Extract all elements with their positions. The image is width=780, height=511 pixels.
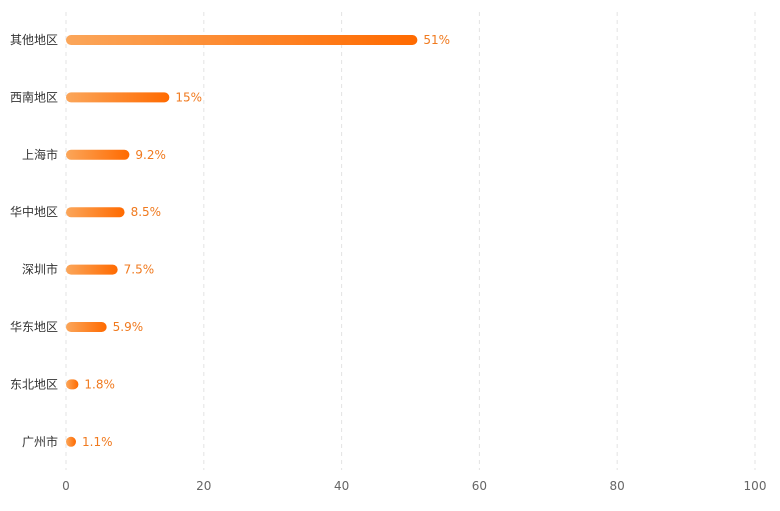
category-label: 其他地区 [10, 33, 58, 47]
bar[interactable] [66, 264, 118, 275]
category-label: 东北地区 [10, 377, 58, 391]
bar[interactable] [66, 35, 418, 45]
value-label: 9.2% [135, 148, 166, 162]
value-label: 1.8% [84, 377, 115, 391]
grid-lines [65, 12, 756, 470]
bar[interactable] [66, 379, 79, 390]
x-tick-label: 60 [472, 479, 487, 493]
labels: 0 20 40 60 80 100 其他地区 51% 西南地区 15% 上海市 9.2% 华中地区 8.5… [10, 33, 766, 493]
x-tick-label: 80 [610, 479, 625, 493]
value-label: 15% [175, 90, 202, 104]
value-label: 5.9% [113, 320, 144, 334]
bar[interactable] [66, 322, 107, 332]
value-label: 51% [423, 33, 450, 47]
category-label: 华东地区 [10, 320, 58, 334]
category-label: 上海市 [22, 147, 58, 162]
bar[interactable] [66, 207, 125, 218]
value-label: 7.5% [124, 263, 155, 277]
x-tick-label: 0 [62, 479, 70, 493]
category-label: 深圳市 [22, 262, 58, 277]
category-label: 华中地区 [10, 204, 58, 219]
category-label: 西南地区 [10, 89, 58, 104]
value-label: 8.5% [131, 205, 162, 219]
x-tick-label: 40 [334, 479, 349, 493]
bar[interactable] [66, 92, 170, 103]
bar[interactable] [66, 436, 76, 447]
x-tick-label: 20 [196, 479, 211, 493]
value-label: 1.1% [82, 435, 113, 449]
bars [66, 35, 418, 447]
bar[interactable] [66, 149, 130, 160]
x-tick-label: 100 [744, 479, 767, 493]
category-label: 广州市 [22, 434, 58, 449]
